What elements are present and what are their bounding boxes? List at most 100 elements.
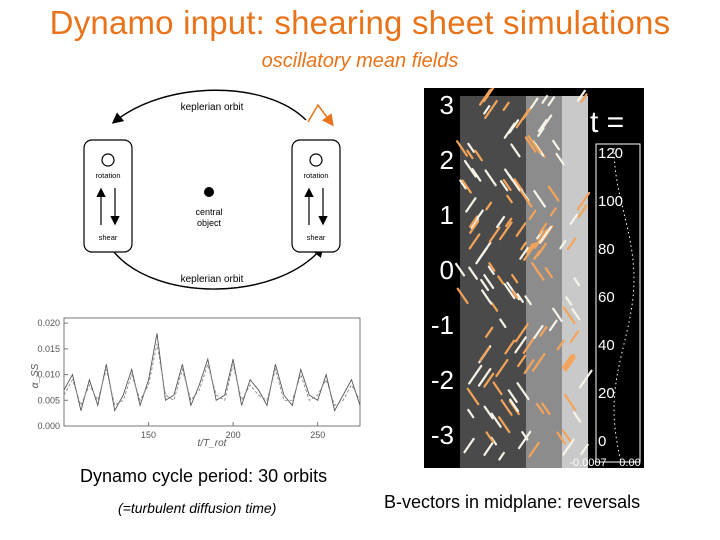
right-rotation-icon bbox=[309, 153, 323, 167]
b-vector-arrow bbox=[471, 168, 482, 182]
b-vector-arrow bbox=[556, 431, 566, 445]
field-strip-light bbox=[562, 96, 588, 468]
x-tick-label: 200 bbox=[226, 430, 241, 440]
alpha-series-line bbox=[63, 343, 361, 407]
b-vector-arrow bbox=[507, 389, 518, 403]
b-vector-arrow bbox=[514, 323, 529, 343]
b-vector-arrow bbox=[502, 178, 512, 191]
z-tick-label: 0 bbox=[440, 255, 454, 285]
b-vector-arrow bbox=[485, 431, 494, 443]
b-vector-arrow bbox=[528, 209, 537, 221]
b-vector-arrow bbox=[562, 306, 576, 325]
b-vector-arrow bbox=[488, 262, 496, 272]
b-vector-arrow bbox=[476, 209, 484, 220]
b-vector-arrow bbox=[492, 381, 503, 396]
b-vector-arrow bbox=[482, 88, 495, 103]
cycle-period-caption: Dynamo cycle period: 30 orbits bbox=[80, 466, 328, 486]
b-vector-arrow bbox=[466, 149, 474, 160]
t-tick-label: 20 bbox=[598, 385, 615, 402]
b-vector-arrow bbox=[500, 399, 513, 416]
b-vector-arrow bbox=[459, 179, 467, 190]
z-tick-label: 3 bbox=[440, 90, 454, 120]
left-rotation-icon bbox=[101, 153, 115, 167]
y-tick-label: 0.020 bbox=[37, 318, 60, 328]
b-vector-arrow bbox=[538, 222, 548, 235]
b-vectors-caption: B-vectors in midplane: reversals bbox=[384, 492, 641, 512]
b-vector-arrow bbox=[563, 353, 576, 371]
b-vector-arrow bbox=[544, 267, 553, 279]
z-tick-label: -1 bbox=[431, 310, 454, 340]
time-axis-frame bbox=[595, 143, 641, 463]
b-vector-arrow bbox=[502, 101, 510, 112]
z-tick-label: 1 bbox=[440, 200, 454, 230]
b-vector-arrow bbox=[533, 190, 546, 208]
b-vector-arrow bbox=[511, 290, 519, 299]
b-vector-arrow bbox=[463, 159, 477, 178]
b-vector-arrow bbox=[468, 364, 483, 385]
b-vector-arrow bbox=[515, 108, 530, 129]
b-vector-arrow bbox=[562, 354, 573, 369]
b-vector-arrow bbox=[537, 119, 548, 133]
b-vector-arrow bbox=[477, 368, 492, 387]
b-vector-arrow bbox=[483, 105, 491, 115]
b-vector-arrow bbox=[499, 318, 507, 329]
z-tick-label: 2 bbox=[440, 145, 454, 175]
diffusion-caption: (=turbulent diffusion time) bbox=[118, 500, 277, 516]
b-vector-arrow bbox=[478, 346, 491, 362]
y-tick-label: 0.000 bbox=[37, 421, 60, 431]
central-object-dot bbox=[204, 187, 214, 197]
b-vector-arrow bbox=[529, 97, 539, 110]
b-vector-arrow bbox=[509, 398, 520, 413]
y-tick-label: 0.005 bbox=[37, 395, 60, 405]
t-tick-label: 40 bbox=[598, 337, 615, 354]
right-frame-box bbox=[291, 139, 341, 253]
b-vector-arrow bbox=[470, 217, 479, 230]
b-vector-arrow bbox=[548, 319, 558, 332]
b-vector-arrow bbox=[539, 326, 548, 337]
top-orbit-label: keplerian orbit bbox=[181, 102, 244, 113]
b-vector-arrow bbox=[498, 451, 505, 461]
right-rotation-label: rotation bbox=[303, 171, 328, 180]
b-vector-arrow bbox=[483, 405, 494, 420]
b-vector-arrow bbox=[552, 307, 563, 323]
y-tick-label: 0.010 bbox=[37, 370, 60, 380]
b-vector-arrow bbox=[505, 217, 513, 228]
b-vector-midplane-panel: 3 2 1 0 -1 -2 -3 t = 120 100 80 60 40 20 0 -0.0007 0… bbox=[424, 88, 644, 468]
b-vector-arrow bbox=[528, 441, 540, 458]
alpha-timeseries-plot: 0.000 0.005 0.010 0.015 0.020 150 200 250 α_SS… bbox=[30, 317, 361, 449]
b-vector-arrow bbox=[555, 152, 565, 166]
b-vector-arrow bbox=[463, 437, 475, 454]
b-vector-arrow bbox=[514, 336, 527, 354]
b-vector-arrow bbox=[552, 139, 560, 151]
t-tick-label: 80 bbox=[598, 241, 615, 258]
b-vector-arrow bbox=[530, 261, 545, 281]
z-tick-label: -3 bbox=[431, 420, 454, 450]
b-vector-arrow bbox=[580, 443, 589, 456]
bottom-orbit-arc bbox=[113, 245, 324, 290]
b-vector-arrow bbox=[490, 412, 502, 428]
b-vector-arrow bbox=[576, 191, 591, 211]
b-vector-arrow bbox=[499, 180, 509, 192]
b-vector-arrow bbox=[573, 277, 581, 287]
b-vector-arrow bbox=[519, 246, 529, 260]
b-vector-arrow bbox=[535, 402, 545, 415]
b-vector-arrow bbox=[577, 204, 588, 219]
bottom-tick-right: 0.00 bbox=[619, 457, 640, 468]
t-tick-label: 0 bbox=[598, 433, 606, 450]
b-vector-arrow bbox=[565, 296, 573, 306]
b-vector-arrow bbox=[480, 289, 493, 305]
slide-subtitle: oscillatory mean fields bbox=[261, 50, 459, 72]
orbit-diagram: keplerian orbit keplerian orbit rotation… bbox=[83, 89, 341, 290]
b-vector-arrow bbox=[503, 122, 516, 139]
b-vector-arrow bbox=[541, 95, 549, 104]
b-vector-arrow bbox=[569, 330, 580, 344]
b-vector-arrow bbox=[569, 213, 579, 226]
b-vector-arrow bbox=[456, 287, 469, 305]
b-vector-arrow bbox=[564, 356, 576, 372]
b-vector-arrow bbox=[547, 96, 556, 107]
b-vector-arrow bbox=[517, 354, 527, 368]
orbit-direction-arrow bbox=[307, 103, 334, 127]
x-tick-label: 250 bbox=[310, 430, 325, 440]
b-vector-arrow bbox=[523, 242, 537, 261]
b-vector-arrow bbox=[516, 293, 524, 303]
